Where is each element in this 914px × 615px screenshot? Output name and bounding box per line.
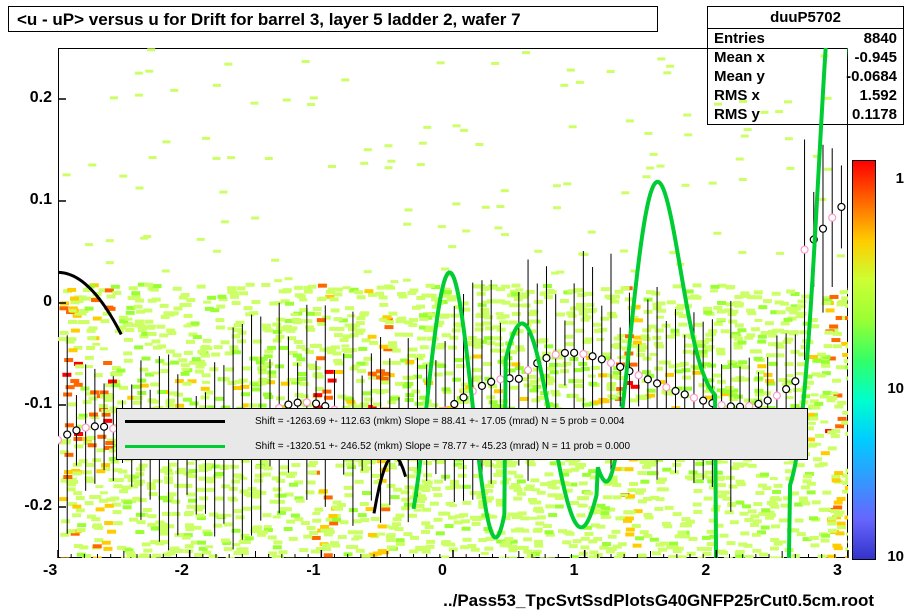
legend: Shift = -1263.69 +- 112.63 (mkm) Slope =… [116,408,808,460]
legend-text-green: Shift = -1320.51 +- 246.52 (mkm) Slope =… [255,441,630,452]
x-tick: 1 [570,562,579,580]
x-tick: 3 [833,562,842,580]
y-tick: 0.1 [2,191,52,209]
x-tick: -1 [306,562,320,580]
legend-row-black: Shift = -1263.69 +- 112.63 (mkm) Slope =… [117,409,807,434]
colorbar-tick: 10 [887,380,904,397]
file-path-label: ../Pass53_TpcSvtSsdPlotsG40GNFP25rCut0.5… [443,591,874,611]
legend-text-black: Shift = -1263.69 +- 112.63 (mkm) Slope =… [255,416,624,427]
y-tick: 0 [2,293,52,311]
plot-canvas [0,0,914,615]
legend-line-green [125,445,225,448]
y-tick: 0.2 [2,89,52,107]
x-tick: -2 [175,562,189,580]
x-tick: -3 [43,562,57,580]
colorbar-tick: 1 [896,170,904,187]
x-tick: 2 [701,562,710,580]
colorbar-tick: 10 [887,548,904,565]
colorbar [852,160,876,560]
legend-row-green: Shift = -1320.51 +- 246.52 (mkm) Slope =… [117,434,807,459]
legend-line-black [125,420,225,423]
x-tick: 0 [438,562,447,580]
root-container: <u - uP> versus u for Drift for barrel 3… [0,0,914,615]
y-tick: -0.2 [2,497,52,515]
y-tick: -0.1 [2,395,52,413]
